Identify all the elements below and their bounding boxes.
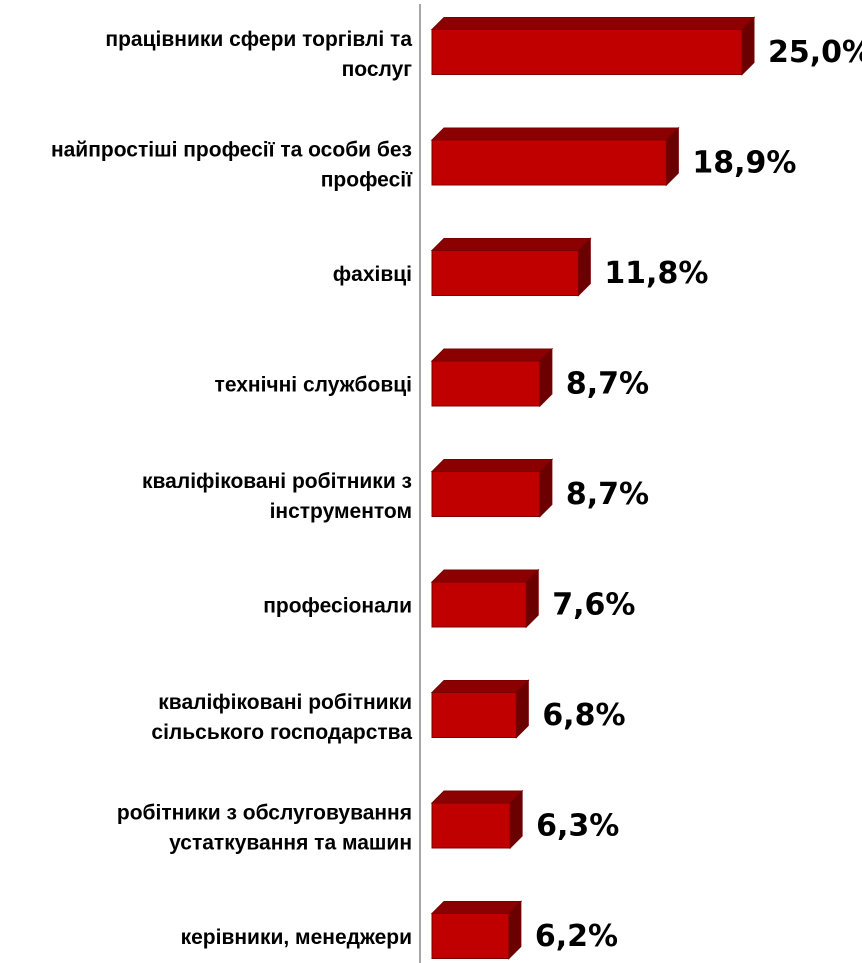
category-label-line: послуг	[342, 58, 413, 81]
bar-top-face	[430, 127, 680, 141]
bar-top-face	[430, 348, 554, 362]
bar	[430, 900, 523, 960]
bar	[430, 679, 530, 739]
bar	[430, 347, 554, 408]
bar-front-face	[431, 250, 579, 296]
bar-top-face	[430, 901, 523, 914]
category-labels-group: працівники сфери торгівлі та послуг найпро…	[51, 28, 413, 949]
category-label-line: найпростіші професії та особи без	[51, 139, 412, 162]
data-label: 6,8%	[542, 698, 625, 733]
bar-front-face	[431, 139, 667, 186]
bar-front-face	[431, 471, 541, 517]
bar-top-face	[430, 680, 530, 693]
category-label-line: кваліфіковані робітники з	[142, 470, 412, 493]
category-label: фахівці	[333, 263, 412, 286]
category-label-line: працівники сфери торгівлі та	[105, 28, 412, 51]
category-label: керівники, менеджери	[181, 926, 412, 949]
bar	[430, 16, 756, 76]
bar	[430, 458, 554, 518]
data-label: 6,2%	[535, 919, 618, 954]
bar	[430, 789, 524, 850]
bar	[430, 568, 540, 629]
category-label-line: устаткування та машин	[169, 832, 412, 855]
category-label-line: керівники, менеджери	[181, 926, 412, 949]
bar-front-face	[431, 29, 743, 75]
category-label-line: професіонали	[263, 595, 412, 618]
bars-group	[430, 16, 756, 960]
data-label: 8,7%	[566, 477, 649, 512]
bar-top-face	[430, 17, 756, 30]
category-label-line: професії	[321, 169, 413, 192]
bar	[430, 237, 592, 297]
bar-top-face	[430, 790, 524, 804]
category-label: найпростіші професії та особи без професі…	[51, 139, 413, 192]
data-label: 25,0%	[768, 35, 862, 70]
category-label: робітники з обслуговування устаткування т…	[117, 802, 412, 855]
data-label: 6,3%	[536, 809, 619, 844]
category-label: технічні службовці	[215, 374, 412, 397]
bar-top-face	[430, 569, 540, 583]
bar	[430, 126, 680, 187]
data-label: 8,7%	[566, 367, 649, 402]
category-label: кваліфіковані робітники з інструментом	[142, 470, 412, 523]
bar-front-face	[431, 692, 517, 738]
category-label-line: кваліфіковані робітники	[158, 691, 412, 714]
category-label-line: робітники з обслуговування	[117, 802, 412, 825]
category-label-line: фахівці	[333, 263, 412, 286]
category-label-line: інструментом	[270, 500, 412, 523]
data-label: 7,6%	[552, 588, 635, 623]
bar-front-face	[431, 581, 527, 628]
category-label: працівники сфери торгівлі та послуг	[105, 28, 412, 81]
data-label: 18,9%	[692, 146, 796, 181]
category-label: професіонали	[263, 595, 412, 618]
category-label-line: технічні службовці	[215, 374, 412, 397]
bar-front-face	[431, 802, 511, 849]
value-labels-group: 25,0% 18,9% 11,8% 8,7% 8,7% 7,6% 6,8% 6,3% 6,2%	[535, 35, 862, 954]
category-label-line: сільського господарства	[151, 721, 412, 744]
category-label: кваліфіковані робітники сільського господ…	[151, 691, 412, 744]
bar-front-face	[431, 913, 510, 959]
bar-top-face	[430, 238, 592, 251]
bar-top-face	[430, 459, 554, 472]
data-label: 11,8%	[604, 256, 708, 291]
bar-front-face	[431, 360, 541, 407]
